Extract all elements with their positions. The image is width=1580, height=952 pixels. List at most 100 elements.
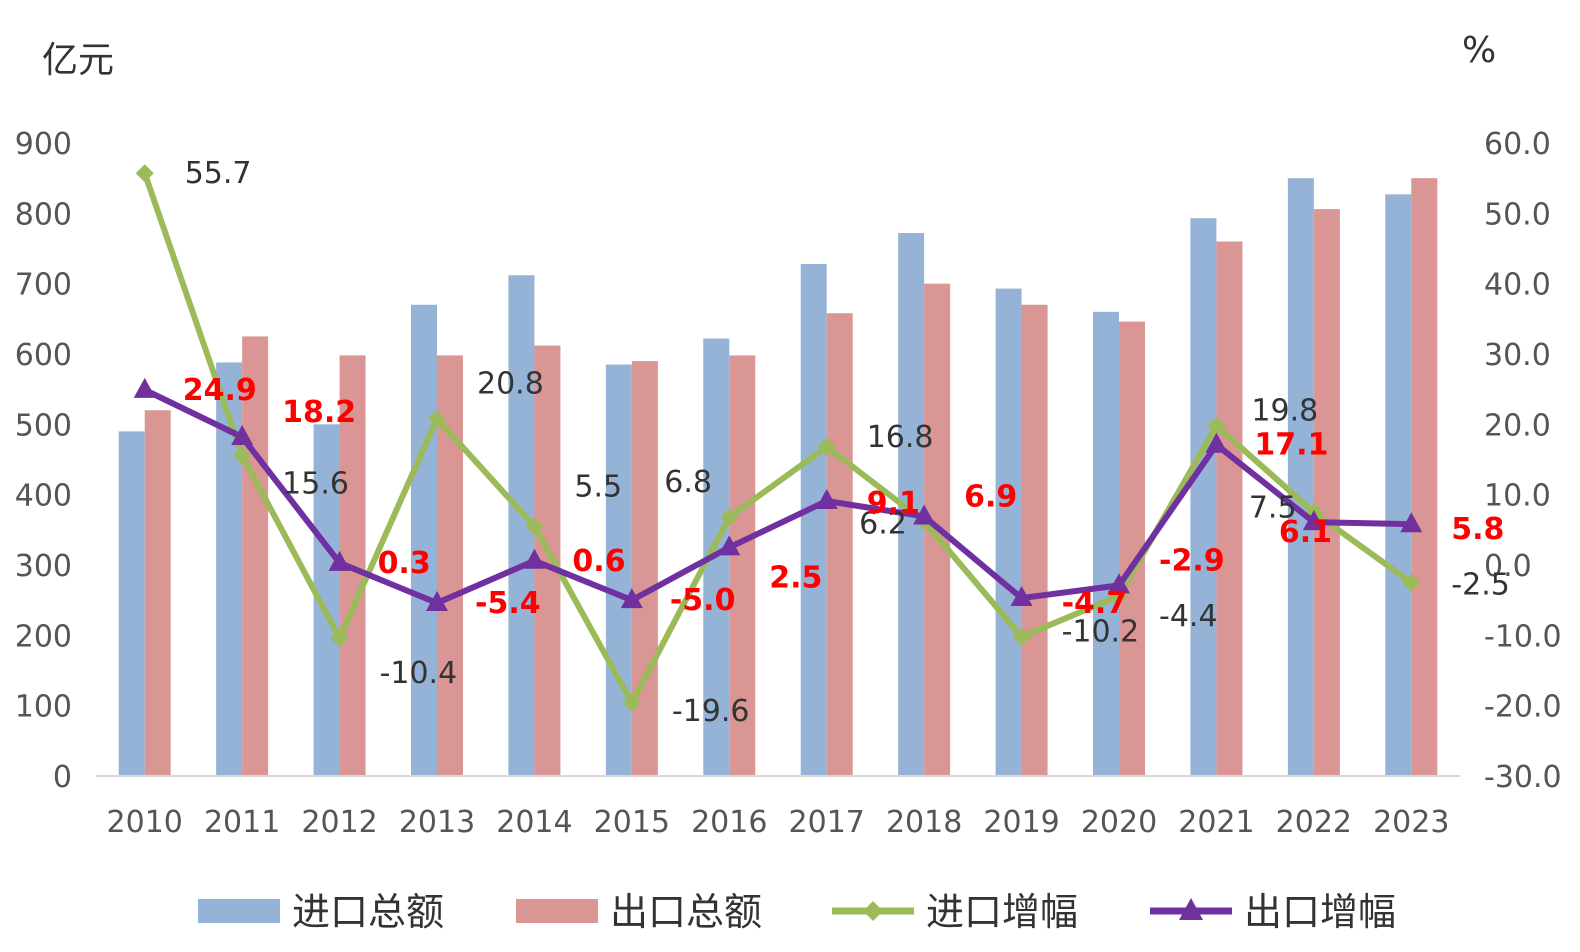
import-growth-line [141, 170, 1415, 706]
import-growth-label: 7.5 [1249, 490, 1297, 525]
import-growth-point [720, 508, 739, 527]
export-total-bar [631, 361, 658, 776]
import-total-bar [800, 263, 827, 776]
y-right-tick-label: 20.0 [1484, 408, 1551, 443]
export-growth-label: 18.2 [282, 395, 356, 430]
y-left-tick-label: 900 [15, 127, 72, 162]
x-tick-label: 2023 [1373, 805, 1449, 840]
import-growth-point [525, 517, 544, 536]
export-total-bar [1411, 178, 1438, 776]
import-growth-label: -10.4 [380, 656, 458, 691]
x-tick-label: 2016 [691, 805, 767, 840]
export-growth-label: 0.6 [572, 544, 625, 579]
export-total-bar [729, 355, 756, 776]
import-total-bar [1385, 194, 1412, 777]
export-growth-point [328, 550, 351, 571]
import-growth-label: 55.7 [185, 156, 252, 191]
export-growth-point [718, 535, 741, 556]
import-growth-point [1402, 573, 1421, 592]
x-tick-label: 2022 [1276, 805, 1352, 840]
import-growth-point [817, 437, 836, 456]
export-growth-label: -4.7 [1062, 586, 1128, 621]
import-total-bar [1287, 178, 1314, 776]
y-left-tick-label: 800 [15, 197, 72, 232]
legend-label: 出口增幅 [1244, 890, 1396, 934]
export-growth-label: 24.9 [183, 373, 257, 408]
right-axis-unit: % [1462, 30, 1496, 71]
legend-label: 进口总额 [292, 890, 444, 934]
import-total-bar [118, 431, 145, 776]
y-left-tick-label: 100 [15, 690, 72, 725]
x-tick-label: 2019 [983, 805, 1059, 840]
export-growth-point [231, 424, 254, 445]
right-axis-ticks: -30.0 -20.0 -10.0 0.0 10.0 20.0 30.0 40.0 50.0 60… [1484, 127, 1562, 795]
import-growth-point [1207, 416, 1226, 435]
import-growth-point [428, 409, 446, 428]
import-growth-label: 19.8 [1251, 394, 1318, 429]
legend-label: 进口增幅 [926, 890, 1078, 934]
export-total-bar [242, 336, 269, 776]
legend-triangle-marker [1179, 898, 1203, 920]
x-axis-ticks: 2010 2011 2012 2013 2014 2015 2016 2017 2018 2019… [107, 805, 1450, 840]
export-total-bar [1216, 241, 1243, 776]
import-growth-label: -10.2 [1062, 615, 1140, 650]
import-growth-point [330, 629, 349, 648]
export-total-bar [1119, 321, 1145, 776]
export-growth-point [426, 590, 448, 611]
y-right-tick-label: -30.0 [1484, 760, 1562, 795]
x-tick-label: 2015 [594, 805, 670, 840]
import-growth-label: -19.6 [672, 694, 750, 729]
legend-export-total-swatch [516, 899, 598, 923]
import-growth-point [622, 693, 641, 712]
import-growth-label: 6.2 [859, 506, 907, 541]
y-left-tick-label: 0 [53, 760, 72, 795]
x-tick-label: 2011 [204, 805, 280, 840]
data-labels-layer: 55.7 15.6 -10.4 20.8 5.5 -19.6 6.8 16.8 6.2 -10.2… [183, 156, 1510, 729]
export-growth-line [141, 386, 1415, 606]
y-right-tick-label: 10.0 [1484, 479, 1551, 514]
export-total-bar [144, 410, 171, 776]
x-tick-label: 2012 [301, 805, 377, 840]
y-left-tick-label: 400 [15, 479, 72, 514]
import-growth-label: -4.4 [1159, 599, 1218, 634]
export-growth-label: 0.3 [378, 546, 431, 581]
import-growth-label: 15.6 [282, 466, 349, 501]
import-total-bar [995, 288, 1022, 776]
x-tick-label: 2017 [789, 805, 865, 840]
export-growth-point [133, 377, 156, 398]
import-total-bar [1190, 218, 1217, 777]
import-total-bar [411, 304, 437, 776]
bars-layer [118, 178, 1438, 777]
export-growth-point [1108, 573, 1130, 594]
export-growth-label: -5.4 [475, 586, 541, 621]
y-right-tick-label: 30.0 [1484, 338, 1551, 373]
export-growth-point [913, 504, 936, 525]
y-right-tick-label: 60.0 [1484, 127, 1551, 162]
export-growth-label: -5.0 [670, 583, 736, 618]
y-right-tick-label: 50.0 [1484, 197, 1551, 232]
export-growth-label: 6.1 [1279, 515, 1332, 550]
export-growth-label: -2.9 [1159, 543, 1225, 578]
export-growth-point [1400, 512, 1423, 533]
export-total-bar [1313, 209, 1340, 776]
x-tick-label: 2020 [1081, 805, 1157, 840]
y-left-tick-label: 600 [15, 338, 72, 373]
y-right-tick-label: -20.0 [1484, 690, 1562, 725]
import-growth-label: 6.8 [664, 465, 712, 500]
export-growth-point [1205, 432, 1228, 453]
export-growth-label: 6.9 [964, 479, 1017, 514]
y-left-tick-label: 500 [15, 408, 72, 443]
export-growth-point [1010, 586, 1033, 607]
import-growth-label: 5.5 [574, 469, 622, 504]
legend-label: 出口总额 [610, 890, 762, 934]
export-total-bar [1021, 304, 1048, 776]
export-growth-label: 5.8 [1451, 512, 1504, 547]
x-tick-label: 2021 [1178, 805, 1254, 840]
y-right-tick-label: 0.0 [1484, 549, 1532, 584]
import-growth-point [135, 164, 154, 183]
legend: 进口总额 出口总额 进口增幅 出口增幅 [198, 890, 1396, 934]
export-growth-point [1302, 510, 1325, 531]
left-axis-ticks: 0 100 200 300 400 500 600 700 800 900 [15, 127, 72, 795]
import-growth-label: 20.8 [477, 367, 544, 402]
